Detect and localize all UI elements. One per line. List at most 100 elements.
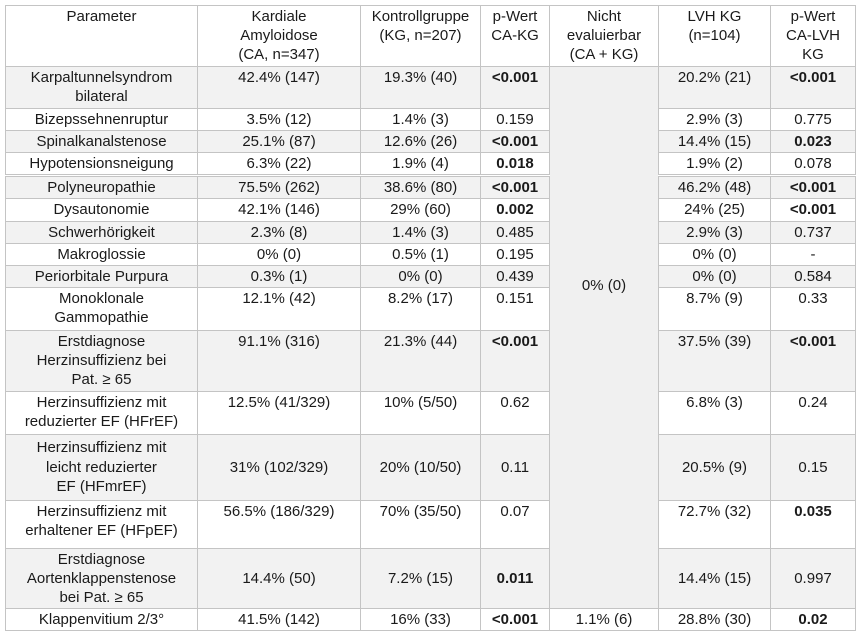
pwert-ca-lvh-cell: 0.997 [770, 547, 856, 610]
table-row: Erstdiagnose Herzinsuffizienz bei Pat. ≥… [5, 330, 856, 392]
lvh-kg-value-cell: 20.5% (9) [658, 433, 771, 501]
parameter-cell: Dysautonomie [5, 198, 198, 222]
ca-value-cell: 56.5% (186/329) [197, 499, 361, 549]
pwert-ca-kg-cell: 0.485 [480, 220, 550, 244]
kg-value-cell: 70% (35/50) [360, 499, 481, 549]
pwert-ca-kg-cell: 0.002 [480, 198, 550, 222]
pwert-ca-lvh-cell: 0.023 [770, 129, 856, 153]
ca-value-cell: 75.5% (262) [197, 174, 361, 200]
parameter-cell: Periorbitale Purpura [5, 264, 198, 289]
pwert-ca-lvh-cell: 0.035 [770, 499, 856, 549]
col-header-lvh-kg: LVH KG (n=104) [658, 5, 771, 67]
parameter-cell: Karpaltunnelsyndrom bilateral [5, 65, 198, 109]
parameter-cell: Herzinsuffizienz mit leicht reduzierter … [5, 433, 198, 501]
header-row: Parameter Kardiale Amyloidose (CA, n=347… [5, 5, 856, 67]
col-header-ca: Kardiale Amyloidose (CA, n=347) [197, 5, 361, 67]
kg-value-cell: 1.9% (4) [360, 151, 481, 177]
parameter-cell: Erstdiagnose Herzinsuffizienz bei Pat. ≥… [5, 330, 198, 392]
table-row: Dysautonomie 42.1% (146) 29% (60) 0.002 24% … [5, 198, 856, 222]
pwert-ca-lvh-cell: 0.737 [770, 220, 856, 244]
pwert-ca-kg-cell: <0.001 [480, 129, 550, 153]
ca-value-cell: 42.1% (146) [197, 198, 361, 222]
pwert-ca-lvh-cell: <0.001 [770, 198, 856, 222]
ca-value-cell: 2.3% (8) [197, 220, 361, 244]
kg-value-cell: 1.4% (3) [360, 107, 481, 131]
pwert-ca-kg-cell: <0.001 [480, 330, 550, 392]
col-header-parameter: Parameter [5, 5, 198, 67]
lvh-kg-value-cell: 37.5% (39) [658, 330, 771, 392]
ca-value-cell: 41.5% (142) [197, 608, 361, 631]
pwert-ca-lvh-cell: 0.02 [770, 608, 856, 631]
pwert-ca-lvh-cell: 0.775 [770, 107, 856, 131]
lvh-kg-value-cell: 14.4% (15) [658, 129, 771, 153]
lvh-kg-value-cell: 24% (25) [658, 198, 771, 222]
pwert-ca-kg-cell: 0.151 [480, 287, 550, 332]
col-header-nicht-evaluierbar: Nicht evaluierbar (CA + KG) [549, 5, 659, 67]
kg-value-cell: 16% (33) [360, 608, 481, 631]
clinical-comparison-table: Parameter Kardiale Amyloidose (CA, n=347… [5, 5, 856, 631]
pwert-ca-lvh-cell: 0.24 [770, 390, 856, 435]
kg-value-cell: 12.6% (26) [360, 129, 481, 153]
ca-value-cell: 31% (102/329) [197, 433, 361, 501]
table-row: Bizepssehnenruptur 3.5% (12) 1.4% (3) 0.159… [5, 107, 856, 131]
table-row: Herzinsuffizienz mit erhaltener EF (HFpE… [5, 499, 856, 549]
ca-value-cell: 0% (0) [197, 242, 361, 266]
kg-value-cell: 38.6% (80) [360, 174, 481, 200]
pwert-ca-kg-cell: <0.001 [480, 174, 550, 200]
pwert-ca-lvh-cell: <0.001 [770, 330, 856, 392]
lvh-kg-value-cell: 2.9% (3) [658, 107, 771, 131]
parameter-cell: Herzinsuffizienz mit erhaltener EF (HFpE… [5, 499, 198, 549]
pwert-ca-kg-cell: 0.011 [480, 547, 550, 610]
kg-value-cell: 19.3% (40) [360, 65, 481, 109]
parameter-cell: Bizepssehnenruptur [5, 107, 198, 131]
parameter-cell: Monoklonale Gammopathie [5, 287, 198, 332]
pwert-ca-lvh-cell: <0.001 [770, 65, 856, 109]
pwert-ca-lvh-cell: <0.001 [770, 174, 856, 200]
ca-value-cell: 12.1% (42) [197, 287, 361, 332]
pwert-ca-lvh-cell: 0.15 [770, 433, 856, 501]
parameter-cell: Hypotensionsneigung [5, 151, 198, 177]
ca-value-cell: 25.1% (87) [197, 129, 361, 153]
pwert-ca-lvh-cell: - [770, 242, 856, 266]
nicht-evaluierbar-merged-value: 0% (0) [581, 276, 627, 294]
pwert-ca-kg-cell: 0.07 [480, 499, 550, 549]
col-header-pwert-ca-lvh-kg: p-Wert CA-LVH KG [770, 5, 856, 67]
pwert-ca-kg-cell: <0.001 [480, 65, 550, 109]
pwert-ca-lvh-cell: 0.584 [770, 264, 856, 289]
ca-value-cell: 14.4% (50) [197, 547, 361, 610]
table-row: Polyneuropathie 75.5% (262) 38.6% (80) <0.0… [5, 174, 856, 200]
table-row: Karpaltunnelsyndrom bilateral 42.4% (147)… [5, 65, 856, 610]
lvh-kg-value-cell: 6.8% (3) [658, 390, 771, 435]
pwert-ca-kg-cell: 0.62 [480, 390, 550, 435]
pwert-ca-lvh-cell: 0.078 [770, 151, 856, 177]
lvh-kg-value-cell: 14.4% (15) [658, 547, 771, 610]
pwert-ca-kg-cell: 0.018 [480, 151, 550, 177]
pwert-ca-kg-cell: 0.11 [480, 433, 550, 501]
table-row: Periorbitale Purpura 0.3% (1) 0% (0) 0.439 0… [5, 264, 856, 289]
lvh-kg-value-cell: 46.2% (48) [658, 174, 771, 200]
pwert-ca-kg-cell: 0.195 [480, 242, 550, 266]
parameter-cell: Erstdiagnose Aortenklappenstenose bei Pa… [5, 547, 198, 610]
parameter-cell: Schwerhörigkeit [5, 220, 198, 244]
col-header-kontrollgruppe: Kontrollgruppe (KG, n=207) [360, 5, 481, 67]
ca-value-cell: 12.5% (41/329) [197, 390, 361, 435]
table-row: Erstdiagnose Aortenklappenstenose bei Pa… [5, 547, 856, 610]
parameter-cell: Polyneuropathie [5, 174, 198, 200]
kg-value-cell: 0.5% (1) [360, 242, 481, 266]
table-row: Makroglossie 0% (0) 0.5% (1) 0.195 0% (0) - [5, 242, 856, 266]
kg-value-cell: 0% (0) [360, 264, 481, 289]
kg-value-cell: 1.4% (3) [360, 220, 481, 244]
parameter-cell: Spinalkanalstenose [5, 129, 198, 153]
kg-value-cell: 29% (60) [360, 198, 481, 222]
table-row: Herzinsuffizienz mit leicht reduzierter … [5, 433, 856, 501]
parameter-cell: Klappenvitium 2/3° [5, 608, 198, 631]
ca-value-cell: 3.5% (12) [197, 107, 361, 131]
lvh-kg-value-cell: 8.7% (9) [658, 287, 771, 332]
lvh-kg-value-cell: 72.7% (32) [658, 499, 771, 549]
table-header: Parameter Kardiale Amyloidose (CA, n=347… [5, 5, 856, 67]
table-row: Hypotensionsneigung 6.3% (22) 1.9% (4) 0.01… [5, 151, 856, 177]
table-body: Karpaltunnelsyndrom bilateral 42.4% (147)… [5, 65, 856, 631]
lvh-kg-value-cell: 20.2% (21) [658, 65, 771, 109]
kg-value-cell: 10% (5/50) [360, 390, 481, 435]
